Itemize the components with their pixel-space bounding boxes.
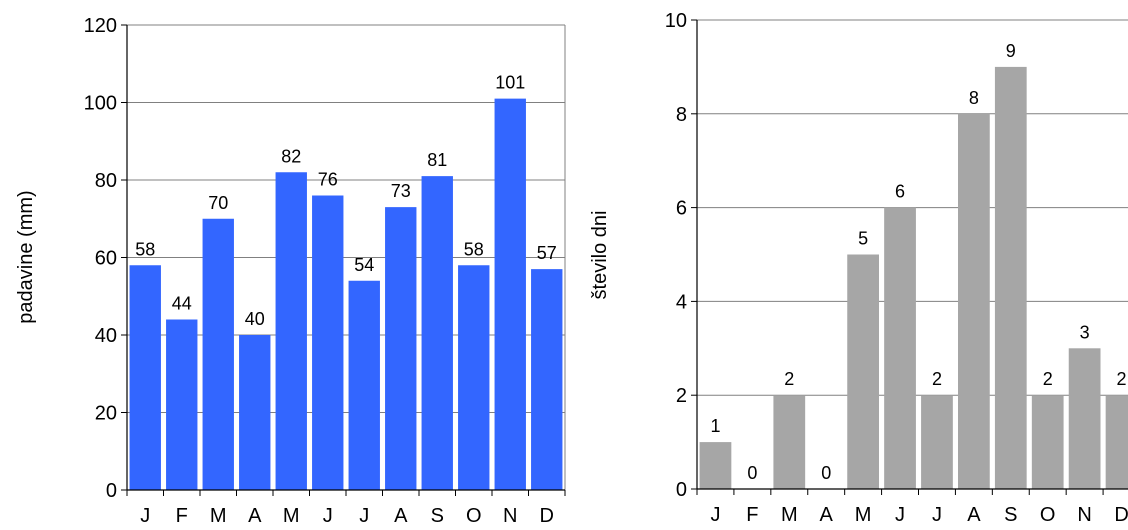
bar bbox=[1105, 395, 1128, 489]
bar bbox=[1068, 348, 1101, 489]
bar bbox=[531, 269, 563, 490]
bar-value-label: 73 bbox=[391, 181, 411, 201]
y-tick-label: 120 bbox=[84, 15, 117, 37]
x-tick-label: J bbox=[895, 504, 905, 526]
bar bbox=[129, 265, 161, 490]
x-tick-label: O bbox=[466, 505, 482, 527]
bar bbox=[348, 280, 380, 490]
y-axis-title: število dni bbox=[589, 211, 611, 300]
bar bbox=[239, 335, 271, 490]
y-tick-label: 2 bbox=[676, 385, 687, 407]
bar-value-label: 81 bbox=[427, 150, 447, 170]
bar bbox=[385, 207, 417, 490]
bar-value-label: 40 bbox=[245, 309, 265, 329]
bar bbox=[921, 395, 953, 489]
bar-value-label: 0 bbox=[821, 463, 831, 483]
x-tick-label: D bbox=[540, 505, 554, 527]
bar-value-label: 8 bbox=[969, 88, 979, 108]
bar-value-label: 101 bbox=[495, 73, 525, 93]
bar bbox=[421, 176, 453, 490]
bar-value-label: 82 bbox=[281, 146, 301, 166]
bar bbox=[958, 113, 990, 490]
x-tick-label: A bbox=[248, 505, 262, 527]
bar bbox=[312, 195, 344, 490]
bar-value-label: 2 bbox=[932, 369, 942, 389]
bar bbox=[275, 172, 307, 490]
x-tick-label: S bbox=[431, 505, 444, 527]
y-tick-label: 20 bbox=[95, 403, 117, 425]
y-tick-label: 10 bbox=[665, 10, 687, 32]
y-tick-label: 0 bbox=[106, 480, 117, 502]
x-tick-label: M bbox=[855, 504, 872, 526]
bar-value-label: 57 bbox=[537, 243, 557, 263]
bar-value-label: 44 bbox=[172, 294, 192, 314]
y-tick-label: 60 bbox=[95, 248, 117, 270]
bar bbox=[458, 265, 490, 490]
bar-value-label: 9 bbox=[1006, 41, 1016, 61]
bar bbox=[884, 207, 916, 489]
bar-value-label: 3 bbox=[1080, 322, 1090, 342]
bar bbox=[166, 319, 198, 490]
y-tick-label: 4 bbox=[676, 291, 687, 313]
y-tick-label: 0 bbox=[676, 479, 687, 501]
x-tick-label: N bbox=[1077, 504, 1091, 526]
bar bbox=[994, 66, 1027, 490]
x-tick-label: D bbox=[1114, 504, 1128, 526]
y-tick-label: 8 bbox=[676, 104, 687, 126]
y-axis-title: padavine (mm) bbox=[15, 190, 37, 323]
bar-value-label: 58 bbox=[135, 239, 155, 259]
x-tick-label: F bbox=[176, 505, 188, 527]
bar bbox=[202, 218, 234, 490]
bar-value-label: 2 bbox=[1043, 369, 1053, 389]
x-tick-label: A bbox=[394, 505, 408, 527]
y-tick-label: 80 bbox=[95, 170, 117, 192]
x-tick-label: M bbox=[210, 505, 227, 527]
x-tick-label: J bbox=[710, 504, 720, 526]
bar-value-label: 58 bbox=[464, 239, 484, 259]
bar-value-label: 76 bbox=[318, 170, 338, 190]
x-tick-label: O bbox=[1040, 504, 1056, 526]
x-tick-label: M bbox=[781, 504, 798, 526]
bar-value-label: 70 bbox=[208, 193, 228, 213]
x-tick-label: M bbox=[283, 505, 300, 527]
bar-value-label: 2 bbox=[784, 369, 794, 389]
x-tick-label: J bbox=[359, 505, 369, 527]
bar bbox=[773, 395, 806, 489]
bar-value-label: 6 bbox=[895, 182, 905, 202]
bar bbox=[847, 254, 879, 489]
bar bbox=[494, 98, 526, 490]
bar-value-label: 2 bbox=[1117, 369, 1127, 389]
x-tick-label: F bbox=[746, 504, 758, 526]
bar-value-label: 1 bbox=[710, 416, 720, 436]
bar-value-label: 54 bbox=[354, 255, 374, 275]
x-tick-label: A bbox=[967, 504, 981, 526]
chart-1: 0 20 40 60 80 100 120 58 J 44 F 70 M 40 A 82 M 76 J 54 J 73 A 8… bbox=[15, 15, 566, 527]
bar-value-label: 0 bbox=[747, 463, 757, 483]
x-tick-label: J bbox=[932, 504, 942, 526]
x-tick-label: J bbox=[323, 505, 333, 527]
y-tick-label: 40 bbox=[95, 325, 117, 347]
bar-value-label: 5 bbox=[858, 229, 868, 249]
y-tick-label: 6 bbox=[676, 198, 687, 220]
bar bbox=[699, 442, 732, 489]
x-tick-label: N bbox=[503, 505, 517, 527]
y-tick-label: 100 bbox=[84, 93, 117, 115]
x-tick-label: A bbox=[820, 504, 834, 526]
x-tick-label: J bbox=[140, 505, 150, 527]
bar bbox=[1031, 395, 1064, 489]
x-tick-label: S bbox=[1004, 504, 1017, 526]
